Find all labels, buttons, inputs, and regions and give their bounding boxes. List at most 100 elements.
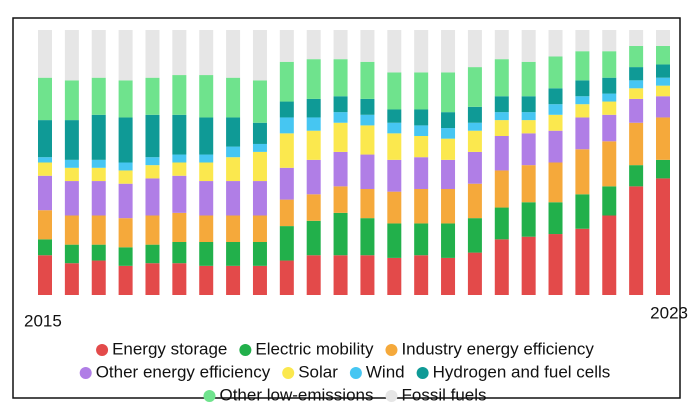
bar-segment [306, 220, 321, 256]
bar-segment [387, 191, 402, 224]
bar-segment [306, 98, 321, 118]
legend-marker [282, 367, 295, 379]
bar-segment [521, 165, 536, 203]
bar-segment [38, 210, 52, 240]
bar-segment [602, 77, 617, 94]
bar-segment [91, 159, 106, 168]
bar-segment [279, 226, 294, 261]
bar-segment [306, 255, 321, 295]
bar-segment [38, 157, 52, 163]
legend-label: Other low-emissions [219, 385, 373, 404]
bar-segment [414, 109, 429, 126]
bar-segment [521, 133, 536, 166]
bar-segment [656, 30, 670, 46]
bar-segment [575, 117, 590, 150]
bar-segment [64, 167, 79, 182]
bar-segment [414, 255, 429, 295]
legend-marker [79, 367, 92, 379]
bar-segment [279, 133, 294, 168]
bar-segment [199, 117, 214, 155]
bar-segment [629, 80, 644, 89]
bar-segment [333, 112, 348, 123]
bar-segment [387, 109, 402, 123]
bar-segment [629, 45, 644, 68]
bar-segment [172, 242, 187, 264]
bar-segment [360, 154, 375, 189]
bar-segment [602, 141, 617, 187]
legend-marker [349, 367, 362, 379]
bar-segment [279, 167, 294, 200]
bar-segment [441, 112, 456, 129]
bar-segment [226, 215, 241, 242]
bar-segment [575, 104, 590, 118]
legend-marker [416, 367, 429, 379]
bar-segment [91, 215, 106, 245]
bar-segment [172, 162, 187, 176]
bar-segment [306, 159, 321, 195]
bar-segment [629, 30, 644, 46]
bar-segment [91, 30, 106, 78]
bar-segment [279, 199, 294, 227]
x-tick-label: 2015 [24, 311, 62, 330]
bar-segment [441, 128, 456, 139]
bar-segment [279, 61, 294, 102]
bar-segment [118, 30, 133, 81]
bar-segment [441, 72, 456, 113]
bar-segment [172, 30, 187, 76]
legend-label: Solar [298, 362, 338, 381]
bar-segment [441, 30, 456, 73]
bar-segment [226, 181, 241, 216]
bar-segment [118, 218, 133, 248]
bar-segment [118, 265, 133, 295]
bar-segment [467, 122, 482, 131]
bar-segment [226, 265, 241, 295]
bar-segment [145, 114, 160, 158]
bar-segment [145, 157, 160, 166]
bar-segment [145, 263, 160, 295]
bar-segment [118, 247, 133, 266]
bar-segment [467, 183, 482, 219]
bar-segment [38, 255, 52, 295]
legend-marker [239, 344, 252, 356]
bar-segment [199, 181, 214, 216]
bar-segment [64, 80, 79, 121]
bar-segment [441, 138, 456, 160]
bar-segment [172, 263, 187, 295]
bar-segment [360, 218, 375, 256]
bar-segment [118, 183, 133, 219]
bar-segment [414, 223, 429, 256]
bar-segment [575, 51, 590, 81]
bar-segment [548, 130, 563, 163]
bar-segment [306, 194, 321, 221]
bar-segment [548, 56, 563, 89]
bar-segment [118, 80, 133, 118]
bar-segment [656, 178, 670, 295]
bar-segment [575, 228, 590, 295]
bar-segment [548, 104, 563, 115]
bar-segment [360, 114, 375, 126]
bar-segment [91, 244, 106, 261]
bar-segment [467, 106, 482, 123]
bar-segment [441, 159, 456, 189]
bar-segment [414, 136, 429, 158]
bar-segment [64, 159, 79, 168]
bar-segment [441, 223, 456, 258]
bar-segment [521, 96, 536, 113]
bar-segment [333, 30, 348, 60]
bar-segment [494, 30, 509, 60]
bar-segment [333, 151, 348, 187]
bar-segment [467, 252, 482, 295]
bar-segment [64, 181, 79, 216]
bar-segment [226, 77, 241, 118]
bar-segment [306, 59, 321, 99]
bar-segment [360, 255, 375, 295]
bar-segment [548, 30, 563, 57]
bar-segment [575, 194, 590, 229]
bar-segment [656, 117, 670, 160]
bar-segment [64, 215, 79, 245]
bar-segment [306, 30, 321, 60]
legend-label: Electric mobility [255, 339, 374, 358]
bar-segment [279, 117, 294, 134]
bar-segment [629, 67, 644, 81]
